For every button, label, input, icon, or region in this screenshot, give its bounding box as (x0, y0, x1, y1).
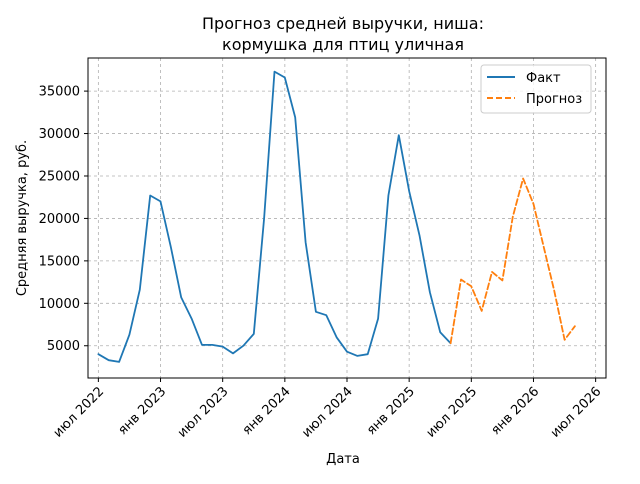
y-tick-label: 5000 (47, 339, 80, 354)
chart-title-line-2: кормушка для птиц уличная (222, 35, 464, 54)
axes: июл 2022 янв 2023 июл 2023 янв 2024 июл 2024… (39, 85, 605, 441)
x-tick-label: июл 2025 (424, 384, 481, 441)
y-tick-label: 30000 (39, 127, 80, 142)
series-group (97, 70, 576, 363)
x-tick-label: июл 2026 (548, 384, 605, 441)
y-tick-label: 20000 (39, 212, 80, 227)
x-tick-label: июл 2024 (299, 384, 356, 441)
y-tick-label: 25000 (39, 169, 80, 184)
chart-title-line-1: Прогноз средней выручки, ниша: (202, 14, 484, 33)
x-tick-label: июл 2023 (175, 384, 232, 441)
legend: Факт Прогноз (480, 64, 592, 114)
x-tick-label: янв 2024 (240, 384, 294, 438)
series-line-forecast (449, 177, 576, 345)
x-tick-label: янв 2023 (115, 384, 169, 438)
y-axis-label: Средняя выручка, руб. (15, 140, 30, 296)
y-tick-label: 10000 (39, 297, 80, 312)
x-axis-label: Дата (326, 452, 360, 467)
x-tick-label: янв 2025 (364, 384, 418, 438)
y-tick-label: 35000 (39, 85, 80, 100)
series-line-fact (97, 70, 452, 363)
legend-label-forecast: Прогноз (526, 92, 582, 107)
y-tick-label: 15000 (39, 254, 80, 269)
x-tick-label: янв 2026 (488, 384, 542, 438)
legend-label-fact: Факт (526, 71, 561, 86)
x-tick-label: июл 2022 (51, 384, 108, 441)
